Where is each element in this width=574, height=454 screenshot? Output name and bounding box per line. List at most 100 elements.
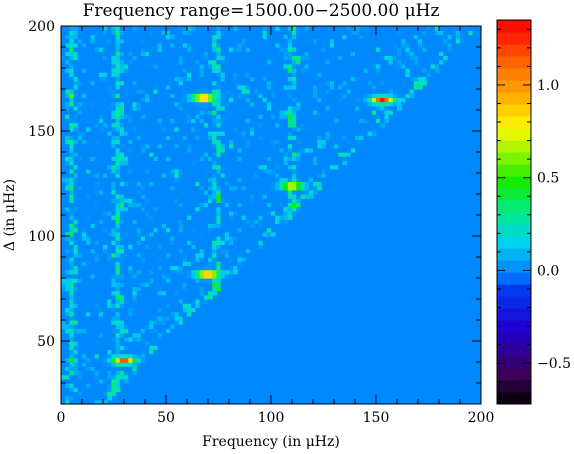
heatmap-cell (178, 198, 184, 203)
heatmap-cell (111, 299, 117, 304)
heatmap-cell (77, 126, 83, 132)
heatmap-cell (287, 131, 293, 136)
heatmap-cell (187, 55, 192, 61)
heatmap-cell (321, 152, 327, 157)
heatmap-cell (254, 55, 259, 61)
heatmap-cell (128, 362, 133, 367)
heatmap-cell (124, 294, 129, 300)
heatmap-cell (405, 55, 411, 61)
heatmap-cell (98, 320, 104, 325)
heatmap-cell (224, 278, 230, 283)
heatmap-cell (397, 59, 402, 65)
heatmap-cell (241, 68, 247, 73)
heatmap-cell (119, 248, 125, 254)
heatmap-cell (321, 173, 327, 178)
heatmap-cell (65, 97, 70, 103)
heatmap-cell (140, 89, 146, 94)
heatmap-cell (86, 378, 91, 384)
heatmap-cell (363, 126, 369, 132)
heatmap-cell (90, 395, 96, 401)
heatmap-cell (94, 105, 100, 111)
heatmap-cell (199, 147, 205, 153)
heatmap-cell (73, 353, 79, 359)
heatmap-cell (220, 265, 226, 271)
heatmap-cell (355, 63, 360, 69)
heatmap-cell (224, 261, 230, 266)
heatmap-cell (61, 231, 66, 237)
heatmap-cell (254, 76, 259, 82)
heatmap-cell (170, 80, 175, 86)
heatmap-cell (103, 63, 108, 69)
heatmap-cell (86, 84, 91, 90)
heatmap-cell (384, 30, 390, 35)
heatmap-cell (103, 202, 108, 208)
heatmap-cell (61, 294, 66, 300)
heatmap-cell (157, 168, 163, 174)
heatmap-cell (237, 30, 243, 35)
heatmap-cell (224, 42, 230, 48)
heatmap-cell (187, 282, 192, 287)
heatmap-cell (208, 177, 213, 182)
heatmap-cell (136, 362, 142, 367)
heatmap-cell (220, 185, 226, 191)
heatmap-cell (187, 248, 192, 254)
heatmap-cell (111, 387, 117, 392)
heatmap-cell (413, 30, 419, 35)
heatmap-cell (443, 59, 448, 65)
heatmap-cell (237, 135, 243, 140)
heatmap-cell (77, 269, 83, 275)
heatmap-cell (308, 84, 314, 90)
heatmap-cell (455, 26, 461, 31)
heatmap-cell (182, 261, 188, 266)
heatmap-cell (266, 47, 272, 52)
heatmap-cell (338, 30, 343, 35)
heatmap-cell (65, 105, 70, 111)
heatmap-cell (65, 118, 70, 124)
heatmap-cell (86, 47, 91, 52)
heatmap-cell (98, 265, 104, 271)
heatmap-cell (149, 198, 154, 203)
heatmap-cell (283, 122, 289, 128)
heatmap-cell (271, 101, 276, 107)
heatmap-cell (153, 76, 159, 82)
heatmap-cell (279, 97, 285, 103)
heatmap-cell (195, 51, 201, 56)
heatmap-cell (61, 299, 66, 304)
heatmap-cell (208, 135, 213, 140)
heatmap-cell (296, 105, 301, 111)
heatmap-cell (178, 227, 184, 233)
heatmap-cell (241, 261, 247, 266)
heatmap-cell (346, 51, 352, 56)
heatmap-cell (245, 97, 251, 103)
heatmap-cell (115, 26, 121, 31)
heatmap-cell (115, 139, 121, 145)
heatmap-cell (73, 383, 79, 388)
heatmap-cell (73, 177, 79, 182)
heatmap-cell (111, 336, 117, 342)
heatmap-cell (174, 206, 180, 212)
heatmap-cell (69, 160, 75, 166)
heatmap-cell (98, 311, 104, 317)
heatmap-cell (262, 202, 268, 208)
heatmap-cell (199, 101, 205, 107)
heatmap-cell (212, 223, 217, 229)
heatmap-cell (262, 72, 268, 77)
heatmap-cell (220, 210, 226, 216)
heatmap-cell (325, 34, 331, 40)
heatmap-cell (262, 219, 268, 224)
heatmap-cell (199, 156, 205, 161)
heatmap-cell (317, 177, 322, 182)
heatmap-cell (367, 80, 373, 86)
heatmap-cell (161, 152, 167, 157)
heatmap-cell (376, 34, 381, 40)
heatmap-cell (254, 89, 259, 94)
heatmap-cell (157, 42, 163, 48)
heatmap-cell (304, 84, 310, 90)
heatmap-cell (203, 42, 209, 48)
heatmap-cell (279, 173, 285, 178)
heatmap-cell (296, 143, 301, 149)
heatmap-cell (119, 38, 125, 44)
heatmap-cell (103, 378, 108, 384)
heatmap-cell (388, 89, 394, 94)
heatmap-cell (61, 181, 66, 187)
